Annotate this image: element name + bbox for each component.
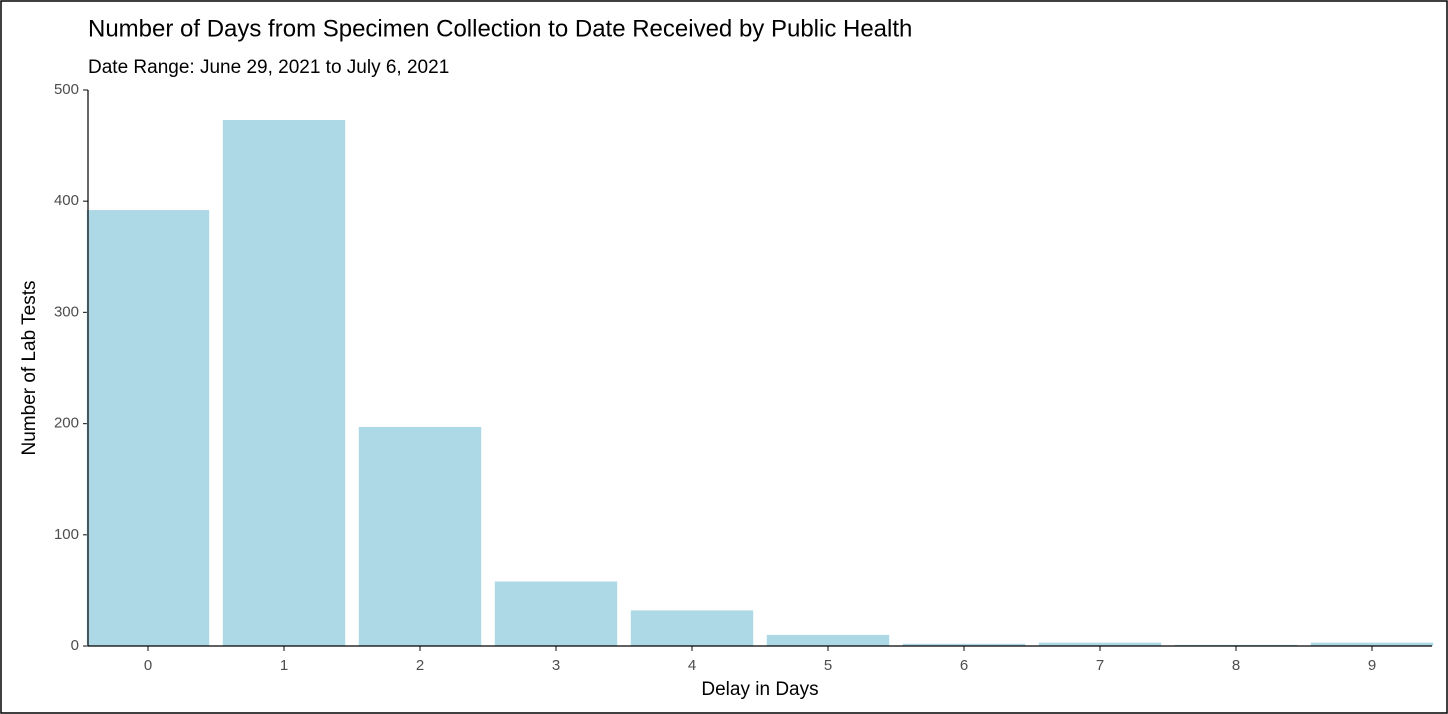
y-tick-label: 100	[54, 526, 79, 543]
chart-title: Number of Days from Specimen Collection …	[88, 15, 912, 42]
bar	[1310, 642, 1434, 646]
x-tick-label: 9	[1368, 657, 1376, 674]
x-tick-label: 6	[960, 657, 968, 674]
y-tick-label: 300	[54, 303, 79, 320]
y-tick-label: 0	[71, 637, 79, 654]
x-tick-label: 8	[1232, 657, 1240, 674]
bar	[86, 210, 210, 646]
bar	[766, 634, 890, 646]
bar	[494, 581, 618, 646]
bar	[358, 426, 482, 646]
y-axis-label: Number of Lab Tests	[19, 281, 40, 456]
bar	[222, 120, 346, 647]
x-axis-label: Delay in Days	[701, 679, 818, 700]
y-tick-label: 200	[54, 415, 79, 432]
x-tick-label: 4	[688, 657, 696, 674]
x-tick-label: 2	[416, 657, 424, 674]
y-tick-label: 500	[54, 81, 79, 98]
bar	[630, 610, 754, 646]
x-tick-label: 7	[1096, 657, 1104, 674]
bar	[1038, 642, 1162, 646]
chart-subtitle: Date Range: June 29, 2021 to July 6, 202…	[88, 57, 449, 78]
y-tick-label: 400	[54, 192, 79, 209]
x-tick-label: 3	[552, 657, 560, 674]
bar	[902, 643, 1026, 646]
x-tick-label: 0	[144, 657, 152, 674]
x-tick-label: 1	[280, 657, 288, 674]
x-tick-label: 5	[824, 657, 832, 674]
